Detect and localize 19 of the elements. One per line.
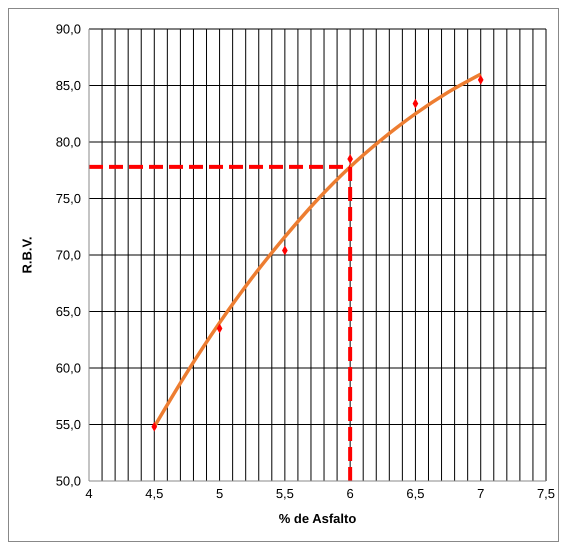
- x-tick-label: 6: [346, 486, 354, 502]
- y-tick-label: 75,0: [56, 191, 81, 206]
- x-tick-label: 4,5: [145, 486, 164, 502]
- y-tick-label: 60,0: [56, 360, 81, 376]
- y-tick-label: 55,0: [56, 417, 81, 432]
- x-tick-label: 5,5: [276, 486, 294, 502]
- y-tick-label: 80,0: [56, 134, 81, 150]
- y-axis-title: R.B.V.: [20, 236, 35, 274]
- x-tick-label: 7,5: [536, 486, 556, 502]
- y-tick-label: 50,0: [56, 474, 81, 489]
- x-tick-label: 6,5: [406, 486, 424, 502]
- y-tick-label: 85,0: [56, 78, 81, 94]
- y-tick-label: 90,0: [56, 22, 81, 37]
- x-tick-label: 4: [85, 486, 93, 502]
- x-tick-label: 7: [477, 486, 484, 502]
- y-tick-label: 70,0: [56, 248, 81, 263]
- x-tick-label: 5: [216, 486, 224, 502]
- y-tick-label: 65,0: [56, 304, 81, 320]
- x-axis-title: % de Asfalto: [278, 511, 356, 526]
